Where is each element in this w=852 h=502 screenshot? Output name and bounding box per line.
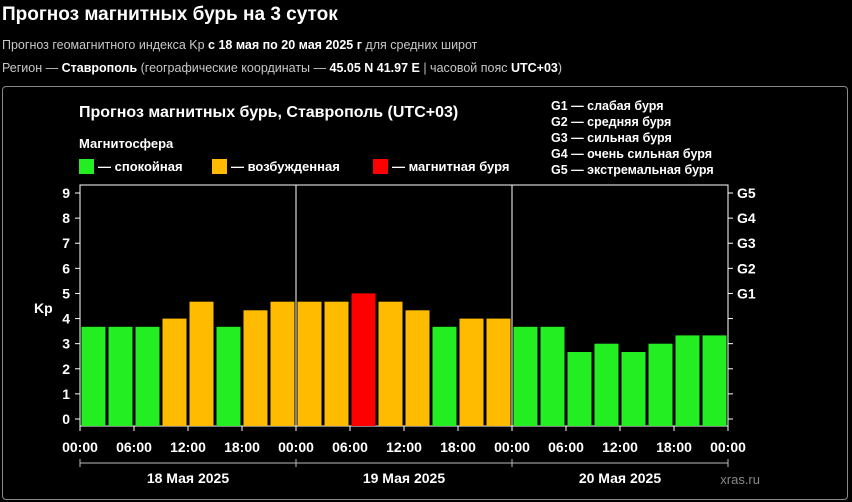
day-label-0: 18 Мая 2025 (147, 470, 229, 486)
legend-swatch-1 (212, 159, 227, 174)
timezone-suffix: ) (557, 61, 563, 75)
bar-7 (270, 301, 295, 426)
bar-1 (108, 326, 133, 426)
region-line: Регион — Ставрополь (географические коор… (2, 61, 562, 75)
legend-label-2: — магнитная буря (392, 159, 509, 174)
g-tick-label-1: G2 (737, 260, 756, 276)
bar-5 (216, 326, 241, 426)
legend-swatch-2 (373, 159, 388, 174)
legend-label-0: — спокойная (98, 159, 183, 174)
y-tick-label-3: 3 (62, 336, 70, 352)
x-tick-label-4: 00:00 (278, 439, 314, 455)
y-axis-label: Kp (34, 300, 53, 316)
x-tick-label-2: 12:00 (170, 439, 206, 455)
bar-6 (243, 310, 268, 426)
bar-20 (621, 352, 646, 426)
bar-16 (513, 326, 538, 426)
x-tick-label-3: 18:00 (224, 439, 260, 455)
bar-14 (459, 318, 484, 426)
region-timezone: UTC+03 (510, 61, 558, 75)
x-tick-label-5: 06:00 (332, 439, 368, 455)
legend-title: Магнитосфера (79, 136, 174, 151)
region-coords: 45.05 N 41.97 E (329, 61, 420, 75)
bar-10 (351, 293, 376, 426)
bar-2 (135, 326, 160, 426)
bar-18 (567, 352, 592, 426)
region-prefix: Регион — (2, 61, 62, 75)
y-tick-label-1: 1 (62, 386, 70, 402)
legend-swatch-0 (79, 159, 94, 174)
y-tick-label-5: 5 (62, 285, 70, 301)
y-tick-label-4: 4 (62, 311, 70, 327)
bar-13 (432, 326, 457, 426)
bar-0 (81, 326, 106, 426)
g-legend-item-2: G3 — сильная буря (551, 131, 672, 145)
bar-11 (378, 301, 403, 426)
day-label-2: 20 Мая 2025 (579, 470, 661, 486)
x-tick-label-9: 06:00 (548, 439, 584, 455)
y-tick-label-0: 0 (62, 411, 70, 427)
page-title: Прогноз магнитных бурь на 3 суток (2, 4, 338, 25)
g-legend-item-0: G1 — слабая буря (551, 99, 664, 113)
bar-8 (297, 301, 322, 426)
legend-label-1: — возбужденная (231, 159, 340, 174)
x-tick-label-10: 12:00 (602, 439, 638, 455)
period-prefix: Прогноз геомагнитного индекса Kp (2, 38, 209, 52)
x-tick-label-0: 00:00 (62, 439, 98, 455)
watermark: xras.ru (720, 472, 760, 487)
bar-15 (486, 318, 511, 426)
x-tick-label-11: 18:00 (656, 439, 692, 455)
g-legend-item-4: G5 — экстремальная буря (551, 163, 714, 177)
x-tick-label-8: 00:00 (494, 439, 530, 455)
bar-9 (324, 301, 349, 426)
bar-4 (189, 301, 214, 426)
g-tick-label-0: G1 (737, 285, 756, 301)
coords-prefix: (географические координаты — (137, 61, 330, 75)
bar-12 (405, 310, 430, 426)
x-tick-label-12: 00:00 (710, 439, 746, 455)
period-range: с 18 мая по 20 мая 2025 г (208, 38, 362, 52)
y-tick-label-7: 7 (62, 235, 70, 251)
x-tick-label-1: 06:00 (116, 439, 152, 455)
bar-19 (594, 343, 619, 426)
day-label-1: 19 Мая 2025 (363, 470, 445, 486)
y-tick-label-6: 6 (62, 260, 70, 276)
chart-frame (2, 86, 848, 500)
forecast-period-line: Прогноз геомагнитного индекса Kp с 18 ма… (2, 38, 477, 52)
g-tick-label-3: G4 (737, 210, 756, 226)
bar-23 (702, 335, 727, 426)
bar-3 (162, 318, 187, 426)
y-tick-label-8: 8 (62, 210, 70, 226)
g-tick-label-4: G5 (737, 185, 756, 201)
timezone-prefix: | часовой пояс (419, 61, 511, 75)
chart-title: Прогноз магнитных бурь, Ставрополь (UTC+… (79, 104, 458, 121)
x-tick-label-7: 18:00 (440, 439, 476, 455)
g-legend-item-1: G2 — средняя буря (551, 115, 671, 129)
g-legend-item-3: G4 — очень сильная буря (551, 147, 712, 161)
bar-17 (540, 326, 565, 426)
x-tick-label-6: 12:00 (386, 439, 422, 455)
g-tick-label-2: G3 (737, 235, 756, 251)
period-suffix: для средних широт (361, 38, 478, 52)
bar-21 (648, 343, 673, 426)
bar-22 (675, 335, 700, 426)
region-city: Ставрополь (61, 61, 138, 75)
y-tick-label-9: 9 (62, 185, 70, 201)
y-tick-label-2: 2 (62, 361, 70, 377)
